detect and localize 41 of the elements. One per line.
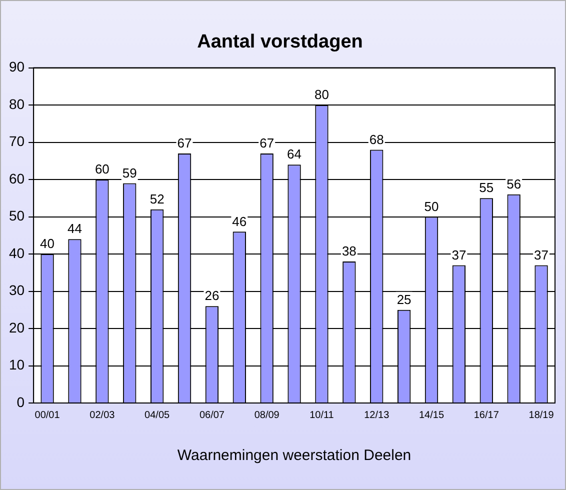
x-tick-label: 16/17 [474, 410, 500, 421]
x-axis-title: Waarnemingen weerstation Deelen [177, 447, 412, 464]
data-label: 44 [68, 221, 82, 236]
y-tick-label: 0 [16, 394, 25, 410]
y-tick-label: 10 [8, 356, 25, 373]
data-label: 25 [396, 292, 412, 307]
x-tick-label: 10/11 [310, 410, 334, 421]
data-label: 56 [506, 176, 522, 192]
data-label: 67 [260, 136, 274, 151]
data-label: 64 [287, 146, 302, 162]
y-tick-label: 60 [8, 170, 25, 186]
x-tick-label: 06/07 [199, 410, 225, 421]
y-tick-label: 20 [8, 319, 25, 336]
data-label: 60 [94, 162, 110, 177]
y-tick-label: 40 [8, 244, 25, 261]
x-tick-label: 14/15 [418, 410, 444, 421]
x-tick-label: 08/09 [254, 410, 280, 421]
data-label: 38 [342, 244, 356, 259]
chart-title: Aantal vorstdagen [197, 32, 363, 53]
x-tick-label: 18/19 [528, 410, 554, 421]
y-tick-label: 90 [8, 58, 25, 75]
x-tick-label: 02/03 [90, 410, 116, 421]
data-label: 80 [314, 87, 329, 102]
x-tick-label: 04/05 [144, 410, 170, 421]
data-label: 52 [150, 191, 164, 206]
data-label: 55 [479, 180, 494, 196]
data-label: 59 [122, 165, 137, 180]
data-label: 26 [204, 288, 220, 304]
data-label: 46 [232, 214, 247, 229]
y-tick-label: 50 [8, 208, 25, 224]
data-label: 37 [452, 247, 466, 262]
data-label: 68 [369, 132, 384, 147]
x-tick-label: 00/01 [34, 410, 60, 421]
data-label: 40 [40, 236, 55, 252]
y-tick-label: 80 [8, 96, 25, 112]
data-label: 50 [424, 198, 439, 214]
y-tick-label: 30 [8, 282, 25, 298]
data-label: 67 [177, 136, 192, 151]
y-tick-label: 70 [8, 133, 25, 150]
x-tick-label: 12/13 [364, 410, 390, 421]
data-label: 37 [534, 247, 549, 262]
